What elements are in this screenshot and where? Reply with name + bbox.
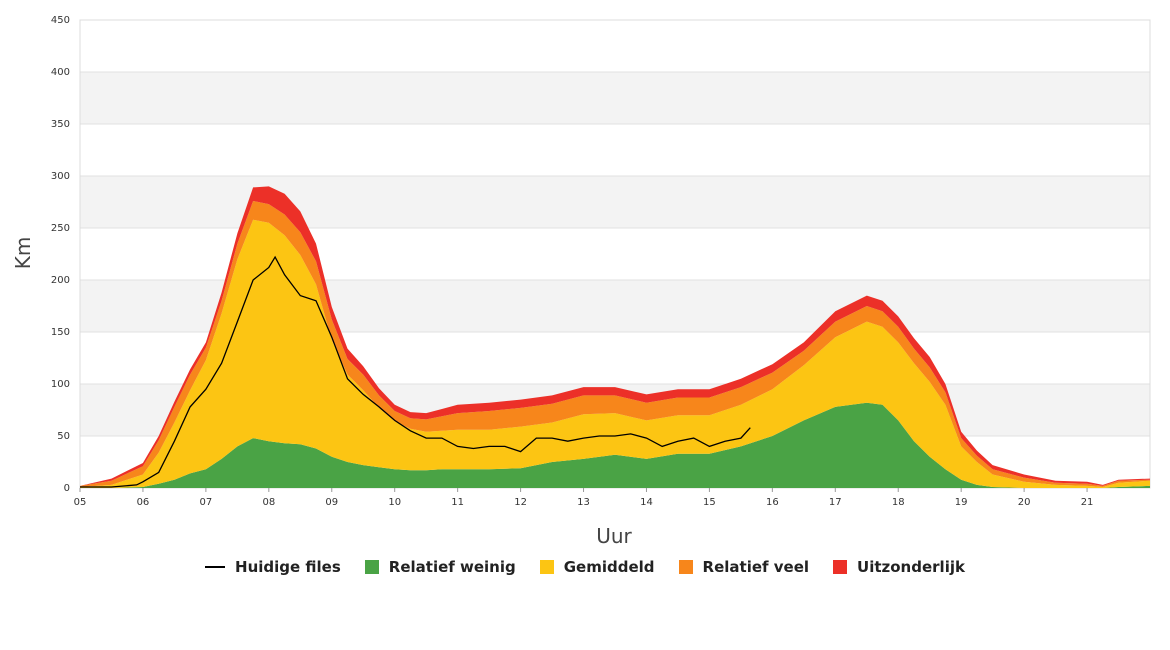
plot-band — [80, 20, 1150, 72]
x-tick-label: 20 — [1018, 497, 1031, 508]
x-tick-label: 09 — [325, 497, 338, 508]
x-tick-label: 10 — [388, 497, 401, 508]
x-tick-label: 08 — [262, 497, 275, 508]
x-tick-label: 18 — [892, 497, 905, 508]
legend-swatch-icon — [833, 560, 848, 574]
current-line-group — [80, 255, 751, 488]
y-tick-label: 200 — [51, 275, 70, 286]
x-tick-label: 16 — [766, 497, 779, 508]
legend-item-uitzonderlijk[interactable]: Uitzonderlijk — [833, 558, 965, 576]
legend-label: Relatief weinig — [388, 558, 516, 576]
y-tick-label: 150 — [51, 327, 70, 338]
legend-swatch-icon — [678, 560, 693, 574]
y-tick-label: 250 — [51, 223, 70, 234]
y-axis-title: Km — [11, 237, 35, 270]
x-tick-label: 14 — [640, 497, 653, 508]
plot-band — [80, 72, 1150, 124]
chart-legend: Huidige files Relatief weinig Gemiddeld … — [0, 558, 1170, 576]
y-tick-label: 350 — [51, 119, 70, 130]
x-tick-label: 21 — [1081, 497, 1094, 508]
x-tick-label: 19 — [955, 497, 968, 508]
x-tick-label: 07 — [200, 497, 213, 508]
series-areas — [80, 186, 1150, 488]
x-tick-label: 12 — [514, 497, 527, 508]
area-relatief-weinig — [80, 402, 1150, 488]
legend-swatch-icon — [539, 560, 554, 574]
legend-item-gemiddeld[interactable]: Gemiddeld — [539, 558, 655, 576]
x-tick-label: 13 — [577, 497, 590, 508]
x-tick-label: 11 — [451, 497, 464, 508]
area-gemiddeld — [80, 219, 1150, 488]
x-axis-title: Uur — [596, 524, 632, 548]
legend-label: Uitzonderlijk — [857, 558, 965, 576]
y-tick-label: 0 — [64, 483, 70, 494]
x-tick-label: 17 — [829, 497, 842, 508]
plot-band — [80, 124, 1150, 176]
x-axis-ticks: 05 06 07 08 09 10 11 12 13 14 15 16 17 18 19 20 21 — [74, 488, 1094, 508]
x-tick-label: 15 — [703, 497, 716, 508]
y-tick-label: 50 — [57, 431, 70, 442]
y-tick-label: 450 — [51, 15, 70, 26]
traffic-chart: 0 50 100 150 200 250 300 350 400 450 05 06 07 08 09 10… — [11, 15, 1151, 548]
legend-item-relatief-weinig[interactable]: Relatief weinig — [364, 558, 516, 576]
plot-band — [80, 176, 1150, 228]
legend-label: Relatief veel — [702, 558, 810, 576]
current-traffic-line — [80, 255, 751, 488]
legend-swatch-icon — [364, 560, 379, 574]
y-tick-label: 100 — [51, 379, 70, 390]
y-tick-label: 300 — [51, 171, 70, 182]
y-axis-ticks: 0 50 100 150 200 250 300 350 400 450 — [51, 15, 70, 494]
y-tick-label: 400 — [51, 67, 70, 78]
x-tick-label: 06 — [137, 497, 150, 508]
legend-label: Huidige files — [235, 558, 341, 576]
x-tick-label: 05 — [74, 497, 87, 508]
legend-item-relatief-veel[interactable]: Relatief veel — [678, 558, 810, 576]
legend-item-current[interactable]: Huidige files — [205, 558, 341, 576]
legend-label: Gemiddeld — [563, 558, 655, 576]
legend-line-icon — [205, 566, 226, 568]
